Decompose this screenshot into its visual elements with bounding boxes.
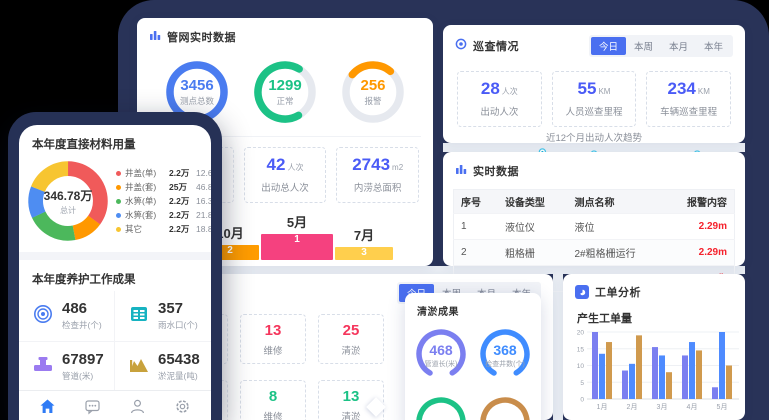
pipe-icon	[32, 354, 54, 381]
stat-card: 28 人次 出动人次	[457, 71, 542, 127]
panel-patrol: 巡查情况 今日 本周 本月 本年 28 人次 出动人次 55 KM 人员巡查里程 234 KM 车辆巡…	[443, 25, 745, 177]
svg-text:5: 5	[580, 380, 584, 387]
panel-realtime: 实时数据 序号 设备类型 测点名称 报警内容 1 液位仪 液位 2.29m 2 粗格栅 2#粗格栅运…	[443, 152, 745, 292]
patrol-tabs: 今日 本周 本月 本年	[588, 35, 733, 57]
stat-card: 8 维修	[240, 380, 306, 420]
realtime-table: 序号 设备类型 测点名称 报警内容 1 液位仪 液位 2.29m 2 粗格栅 2#粗格栅运行 2.29…	[453, 189, 735, 292]
svg-text:4月: 4月	[687, 403, 698, 411]
materials-donut-chart: 346.78万 总计	[27, 160, 109, 242]
maintenance-title: 本年度养护工作成果	[32, 274, 136, 286]
ring-gauge-报警: 256 报警	[341, 60, 405, 124]
svg-text:15: 15	[577, 346, 585, 353]
materials-title: 本年度直接材料用量	[32, 139, 136, 151]
panel-title: 巡查情况	[473, 41, 519, 53]
rank-bar-5月: 5月 1	[261, 212, 333, 260]
svg-text:10: 10	[577, 363, 585, 370]
maintenance-grid: 486 检查井(个) 357 雨水口(个) 67897 管道(米) 65438 淤泥量(吨)	[19, 291, 211, 393]
stat-card: 55 KM 人员巡查里程	[551, 71, 637, 127]
chart-title-generated: 产生工单量	[577, 313, 632, 325]
home-icon[interactable]	[36, 395, 60, 419]
stat-card: 234 KM 车辆巡查里程	[646, 71, 732, 127]
table-row: 2 粗格栅 2#粗格栅运行 2.29m	[453, 239, 735, 266]
phone-nav-bar	[19, 390, 211, 420]
tab-patrol-2[interactable]: 本周	[633, 42, 653, 53]
dredge-gauge-4	[477, 394, 533, 420]
work-order-bar-chart: 0 5 10 15 20 1月 2月 3月 4月 5月	[577, 330, 739, 411]
phone-mockup: 本年度直接材料用量 346.78万 总计 井盖(单)2.2万12.6%井盖(套)…	[8, 112, 222, 420]
patrol-stats: 28 人次 出动人次 55 KM 人员巡查里程 234 KM 车辆巡查里程	[443, 61, 745, 127]
svg-text:1月: 1月	[597, 403, 608, 411]
tab-patrol-1[interactable]: 今日	[590, 37, 626, 55]
ring-gauge-正常: 1299 正常	[253, 60, 317, 124]
panel-title: 管网实时数据	[167, 32, 236, 44]
bar-chart-icon	[455, 162, 467, 180]
section-divider	[19, 252, 211, 260]
phone-screen: 本年度直接材料用量 346.78万 总计 井盖(单)2.2万12.6%井盖(套)…	[19, 125, 211, 420]
stat-card: 13 维修	[240, 314, 306, 364]
dredge-gauge-1: 468 管道长(米)	[413, 326, 469, 384]
panel-title: 实时数据	[473, 166, 519, 178]
svg-text:0: 0	[580, 397, 584, 404]
patrol-icon	[455, 37, 467, 55]
donut-total-value: 346.78万	[43, 188, 93, 203]
sludge-icon	[128, 354, 150, 381]
bar-chart-icon	[149, 28, 161, 46]
svg-text:5月: 5月	[717, 403, 728, 411]
user-icon[interactable]	[126, 395, 150, 419]
maintenance-item: 357 雨水口(个)	[115, 291, 211, 342]
manhole-icon	[32, 303, 54, 330]
trend-title: 近12个月出动人次趋势	[545, 133, 643, 144]
rain-inlet-icon	[128, 303, 150, 330]
materials-legend: 井盖(单)2.2万12.6%井盖(套)25万46.8%水箅(单)2.2万16.3…	[116, 166, 211, 236]
donut-total-label: 总计	[60, 205, 76, 215]
maintenance-item: 65438 淤泥量(吨)	[115, 342, 211, 393]
popover-dredge-results: 清淤成果 468 管道长(米) 368 检查井数(个)	[405, 293, 541, 420]
dredge-gauge-3	[413, 394, 469, 420]
stat-card: 42 人次 出动总人次	[243, 147, 327, 203]
gutter	[137, 266, 745, 274]
divider	[149, 136, 421, 137]
chat-icon[interactable]	[81, 395, 105, 419]
gear-icon[interactable]	[171, 395, 195, 419]
dredge-gauges: 468 管道长(米) 368 检查井数(个)	[405, 318, 541, 420]
rank-bar-7月: 7月 3	[335, 225, 393, 260]
stat-card: 2743 m2 内涝总面积	[336, 147, 420, 203]
panel-title: 工单分析	[595, 287, 641, 299]
maintenance-item: 486 检查井(个)	[19, 291, 115, 342]
tab-patrol-3[interactable]: 本月	[668, 42, 688, 53]
tab-patrol-4[interactable]: 本年	[703, 42, 723, 53]
maintenance-item: 67897 管道(米)	[19, 342, 115, 393]
svg-text:3月: 3月	[657, 403, 668, 411]
gutter	[443, 143, 745, 152]
dredge-gauge-2: 368 检查井数(个)	[477, 326, 533, 384]
svg-text:20: 20	[577, 330, 585, 337]
svg-text:2月: 2月	[627, 403, 638, 411]
gutter	[553, 274, 563, 420]
pipe-gauges: 3456 测点总数 1299 正常 256 报警	[137, 50, 433, 128]
work-order-analysis-icon	[575, 285, 589, 299]
popover-title: 清淤成果	[417, 307, 459, 318]
table-row: 1 液位仪 液位 2.29m	[453, 213, 735, 240]
stat-card: 25 清淤	[318, 314, 384, 364]
